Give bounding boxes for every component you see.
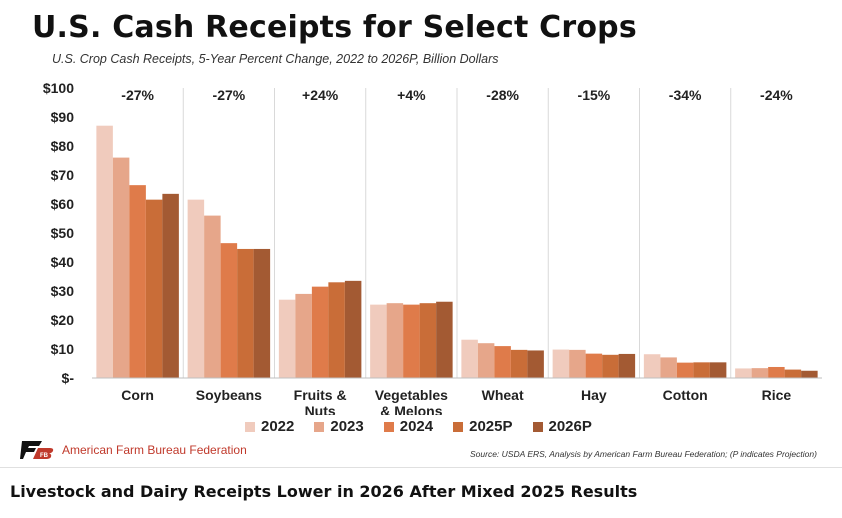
bar-2026P (618, 353, 636, 378)
category-label: Wheat (482, 387, 524, 403)
bar-2025P (693, 362, 710, 378)
percent-change-label: -27% (213, 87, 246, 103)
y-tick-label: $- (62, 370, 75, 386)
afbf-name: American Farm Bureau Federation (62, 443, 247, 457)
y-tick-label: $90 (51, 109, 75, 125)
bar-2023 (204, 215, 221, 378)
bar-2025P (328, 282, 345, 378)
bar-2024 (403, 304, 420, 378)
category-label: Cotton (663, 387, 708, 403)
y-tick-label: $20 (51, 312, 75, 328)
bar-2025P (145, 199, 163, 378)
bar-2024 (676, 362, 694, 378)
bar-2023 (112, 157, 130, 378)
legend-swatch (532, 421, 543, 432)
bar-2024 (220, 243, 238, 378)
bar-2023 (751, 368, 769, 378)
percent-change-label: -28% (486, 87, 519, 103)
bar-2023 (386, 303, 404, 378)
percent-change-label: +24% (302, 87, 339, 103)
category-label: Hay (581, 387, 607, 403)
legend-label: 2025P (469, 418, 513, 435)
bar-2025P (237, 248, 254, 378)
bar-2022 (187, 199, 205, 378)
source-note: Source: USDA ERS, Analysis by American F… (470, 449, 817, 459)
bar-2026P (709, 362, 727, 378)
percent-change-label: +4% (397, 87, 426, 103)
logo-text: FB (40, 453, 49, 459)
bar-2022 (370, 304, 387, 378)
bar-2025P (419, 303, 437, 378)
category-label: Soybeans (196, 387, 262, 403)
category-label: & Melons (380, 403, 442, 415)
legend-swatch (314, 421, 325, 432)
y-tick-label: $10 (51, 341, 75, 357)
category-label: Nuts (305, 403, 336, 415)
bar-2026P (527, 350, 544, 378)
bar-2025P (784, 369, 802, 378)
bar-2023 (295, 293, 312, 378)
bar-chart: $- $10 $20 $30 $40 $50 $60 $70 $80 $90 $100 -27% Cor… (43, 80, 822, 415)
legend-item-2023: 2023 (314, 418, 364, 435)
bar-2024 (768, 366, 785, 378)
chart-legend: 2022 2023 2024 2025P 2026P (245, 418, 592, 435)
article-caption: Livestock and Dairy Receipts Lower in 20… (10, 482, 638, 501)
y-tick-label: $80 (51, 138, 75, 154)
divider (0, 467, 842, 468)
category-label: Rice (762, 387, 792, 403)
category-label: Corn (121, 387, 154, 403)
afbf-branding: FB American Farm Bureau Federation (20, 439, 247, 461)
bar-2025P (510, 349, 528, 378)
percent-change-label: -34% (669, 87, 702, 103)
bar-2026P (801, 370, 818, 378)
bar-2026P (162, 193, 179, 378)
legend-label: 2024 (399, 418, 434, 435)
bar-2024 (585, 353, 603, 378)
bar-2023 (569, 349, 586, 378)
bar-2022 (643, 354, 661, 378)
bar-2024 (129, 185, 146, 378)
afbf-logo-icon: FB (20, 441, 54, 459)
y-tick-label: $60 (51, 196, 75, 212)
bar-2022 (552, 349, 570, 378)
bar-2023 (477, 343, 495, 378)
y-tick-label: $70 (51, 167, 75, 183)
category-label: Vegetables (375, 387, 448, 403)
bar-2022 (278, 299, 296, 378)
legend-item-2025P: 2025P (453, 418, 513, 435)
y-tick-label: $50 (51, 225, 75, 241)
bar-2025P (602, 354, 619, 378)
legend-swatch (453, 421, 464, 432)
percent-change-label: -24% (760, 87, 793, 103)
bar-2024 (311, 286, 329, 378)
bar-2026P (253, 248, 271, 378)
bar-2024 (494, 346, 511, 378)
bar-2026P (344, 280, 362, 378)
bar-2026P (436, 301, 453, 378)
chart-subtitle: U.S. Crop Cash Receipts, 5-Year Percent … (52, 52, 499, 66)
y-tick-label: $40 (51, 254, 75, 270)
percent-change-label: -15% (578, 87, 611, 103)
legend-item-2026P: 2026P (532, 418, 592, 435)
legend-swatch (383, 421, 394, 432)
percent-change-label: -27% (121, 87, 154, 103)
bar-2023 (660, 357, 677, 378)
legend-item-2024: 2024 (383, 418, 434, 435)
category-label: Fruits & (294, 387, 347, 403)
legend-item-2022: 2022 (245, 418, 294, 435)
chart-title: U.S. Cash Receipts for Select Crops (32, 10, 637, 45)
y-tick-label: $30 (51, 283, 75, 299)
legend-label: 2022 (261, 418, 295, 435)
bar-2022 (735, 368, 752, 378)
bar-2022 (461, 339, 478, 378)
legend-swatch (245, 421, 255, 432)
bar-2022 (96, 125, 113, 378)
legend-label: 2023 (330, 418, 364, 435)
y-tick-label: $100 (43, 80, 74, 96)
legend-label: 2026P (548, 418, 592, 435)
